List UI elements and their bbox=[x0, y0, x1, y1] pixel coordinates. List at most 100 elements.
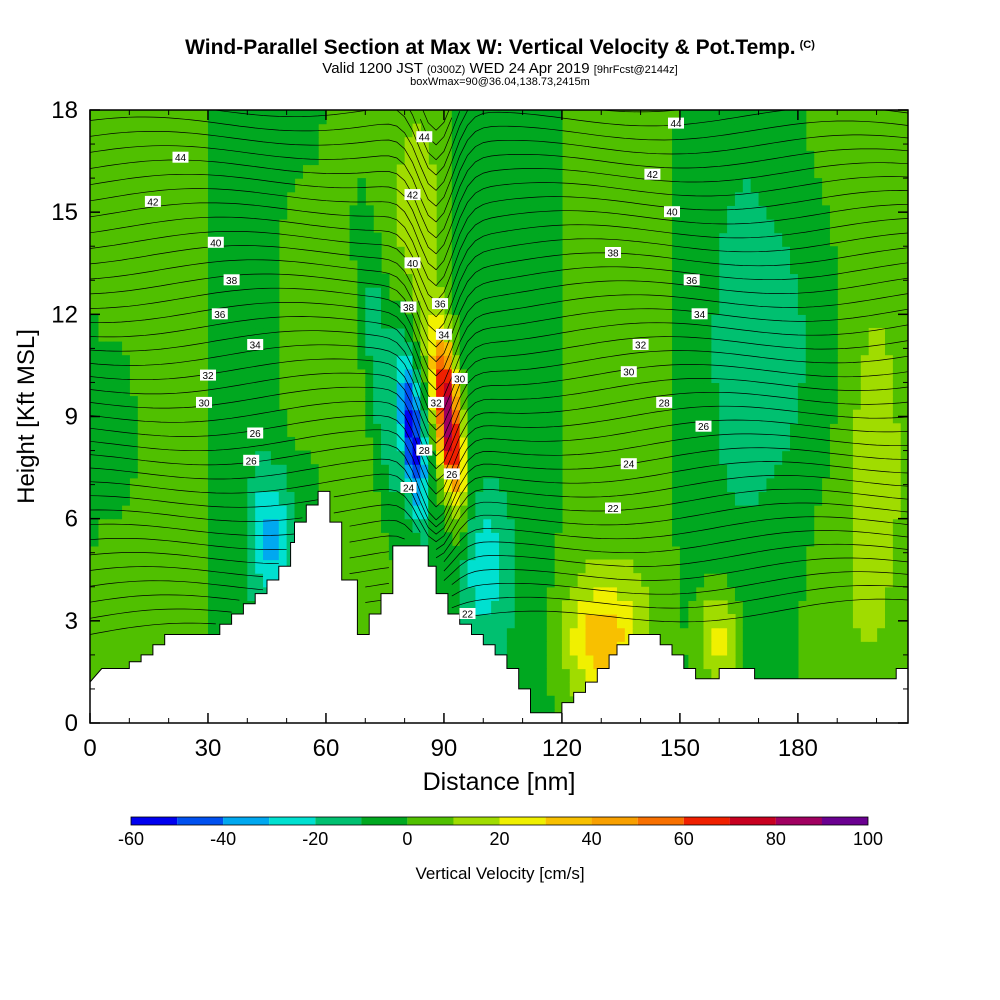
field-cell bbox=[215, 259, 225, 275]
field-cell bbox=[294, 491, 303, 506]
field-cell bbox=[695, 287, 705, 302]
field-cell bbox=[121, 491, 130, 506]
field-cell bbox=[239, 436, 248, 452]
field-cell bbox=[223, 191, 233, 206]
field-cell bbox=[758, 246, 768, 261]
field-cell bbox=[522, 423, 532, 438]
field-cell bbox=[388, 327, 398, 343]
field-cell bbox=[695, 505, 705, 520]
field-cell bbox=[750, 559, 760, 574]
isentrope-label: 26 bbox=[446, 470, 458, 481]
field-cell bbox=[396, 396, 406, 411]
field-cell bbox=[774, 355, 783, 370]
field-cell bbox=[672, 477, 681, 493]
field-cell bbox=[687, 573, 697, 588]
field-cell bbox=[207, 355, 217, 370]
field-cell bbox=[499, 559, 508, 574]
field-cell bbox=[506, 450, 516, 465]
field-cell bbox=[734, 327, 744, 343]
field-cell bbox=[774, 505, 783, 520]
field-cell bbox=[247, 355, 256, 370]
field-cell bbox=[758, 396, 768, 411]
field-cell bbox=[522, 450, 532, 465]
field-cell bbox=[758, 273, 768, 288]
field-cell bbox=[758, 368, 768, 384]
field-cell bbox=[294, 477, 303, 493]
field-cell bbox=[420, 450, 429, 465]
field-cell bbox=[797, 559, 807, 574]
field-cell bbox=[396, 423, 406, 438]
field-cell bbox=[499, 205, 508, 220]
field-cell bbox=[577, 573, 587, 588]
field-cell bbox=[750, 505, 760, 520]
field-cell bbox=[436, 368, 445, 384]
field-cell bbox=[396, 205, 406, 220]
chart-title-main: Wind-Parallel Section at Max W: Vertical… bbox=[185, 36, 796, 59]
field-cell bbox=[703, 341, 712, 356]
field-cell bbox=[758, 341, 768, 356]
field-cell bbox=[546, 409, 555, 424]
field-cell bbox=[672, 327, 681, 343]
field-cell bbox=[742, 259, 752, 275]
field-cell bbox=[428, 341, 437, 356]
field-cell bbox=[223, 218, 233, 234]
field-cell bbox=[436, 436, 445, 452]
field-cell bbox=[782, 300, 791, 315]
field-cell bbox=[703, 273, 712, 288]
field-cell bbox=[876, 559, 886, 574]
field-cell bbox=[624, 573, 634, 588]
field-cell bbox=[412, 232, 421, 247]
field-cell bbox=[483, 287, 492, 302]
field-cell bbox=[365, 368, 374, 384]
field-cell bbox=[742, 218, 752, 234]
field-cell bbox=[514, 232, 524, 247]
field-cell bbox=[483, 368, 492, 384]
field-cell bbox=[805, 477, 815, 493]
field-cell bbox=[719, 450, 728, 465]
field-cell bbox=[255, 532, 264, 547]
field-cell bbox=[475, 232, 484, 247]
field-cell bbox=[577, 682, 587, 697]
field-cell bbox=[790, 191, 799, 206]
field-cell bbox=[396, 505, 406, 520]
field-cell bbox=[750, 382, 760, 397]
field-cell bbox=[499, 218, 508, 234]
field-cell bbox=[121, 450, 130, 465]
field-cell bbox=[263, 137, 272, 152]
field-cell bbox=[711, 178, 720, 193]
field-cell bbox=[687, 396, 697, 411]
field-cell bbox=[860, 355, 870, 370]
field-cell bbox=[286, 464, 296, 479]
field-cell bbox=[797, 137, 807, 152]
field-cell bbox=[514, 273, 524, 288]
field-cell bbox=[255, 314, 264, 329]
field-cell bbox=[270, 355, 280, 370]
field-cell bbox=[561, 627, 571, 642]
field-cell bbox=[247, 586, 256, 601]
field-cell bbox=[758, 123, 768, 138]
field-cell bbox=[207, 477, 217, 493]
field-cell bbox=[247, 273, 256, 288]
field-cell bbox=[758, 205, 768, 220]
field-cell bbox=[215, 450, 225, 465]
field-cell bbox=[467, 191, 477, 206]
field-cell bbox=[546, 314, 555, 329]
field-cell bbox=[813, 246, 823, 261]
field-cell bbox=[632, 586, 642, 601]
field-cell bbox=[546, 191, 555, 206]
field-cell bbox=[640, 614, 650, 629]
field-cell bbox=[263, 382, 272, 397]
field-cell bbox=[294, 505, 303, 520]
field-cell bbox=[207, 586, 217, 601]
field-cell bbox=[774, 668, 783, 683]
colorbar-swatch bbox=[407, 817, 454, 825]
field-cell bbox=[270, 409, 280, 424]
isentrope-line bbox=[90, 162, 908, 255]
field-cell bbox=[404, 491, 414, 506]
field-cell bbox=[207, 137, 217, 152]
field-cell bbox=[727, 518, 736, 533]
field-cell bbox=[357, 218, 366, 234]
field-cell bbox=[821, 355, 830, 370]
field-cell bbox=[420, 436, 429, 452]
field-cell bbox=[207, 273, 217, 288]
